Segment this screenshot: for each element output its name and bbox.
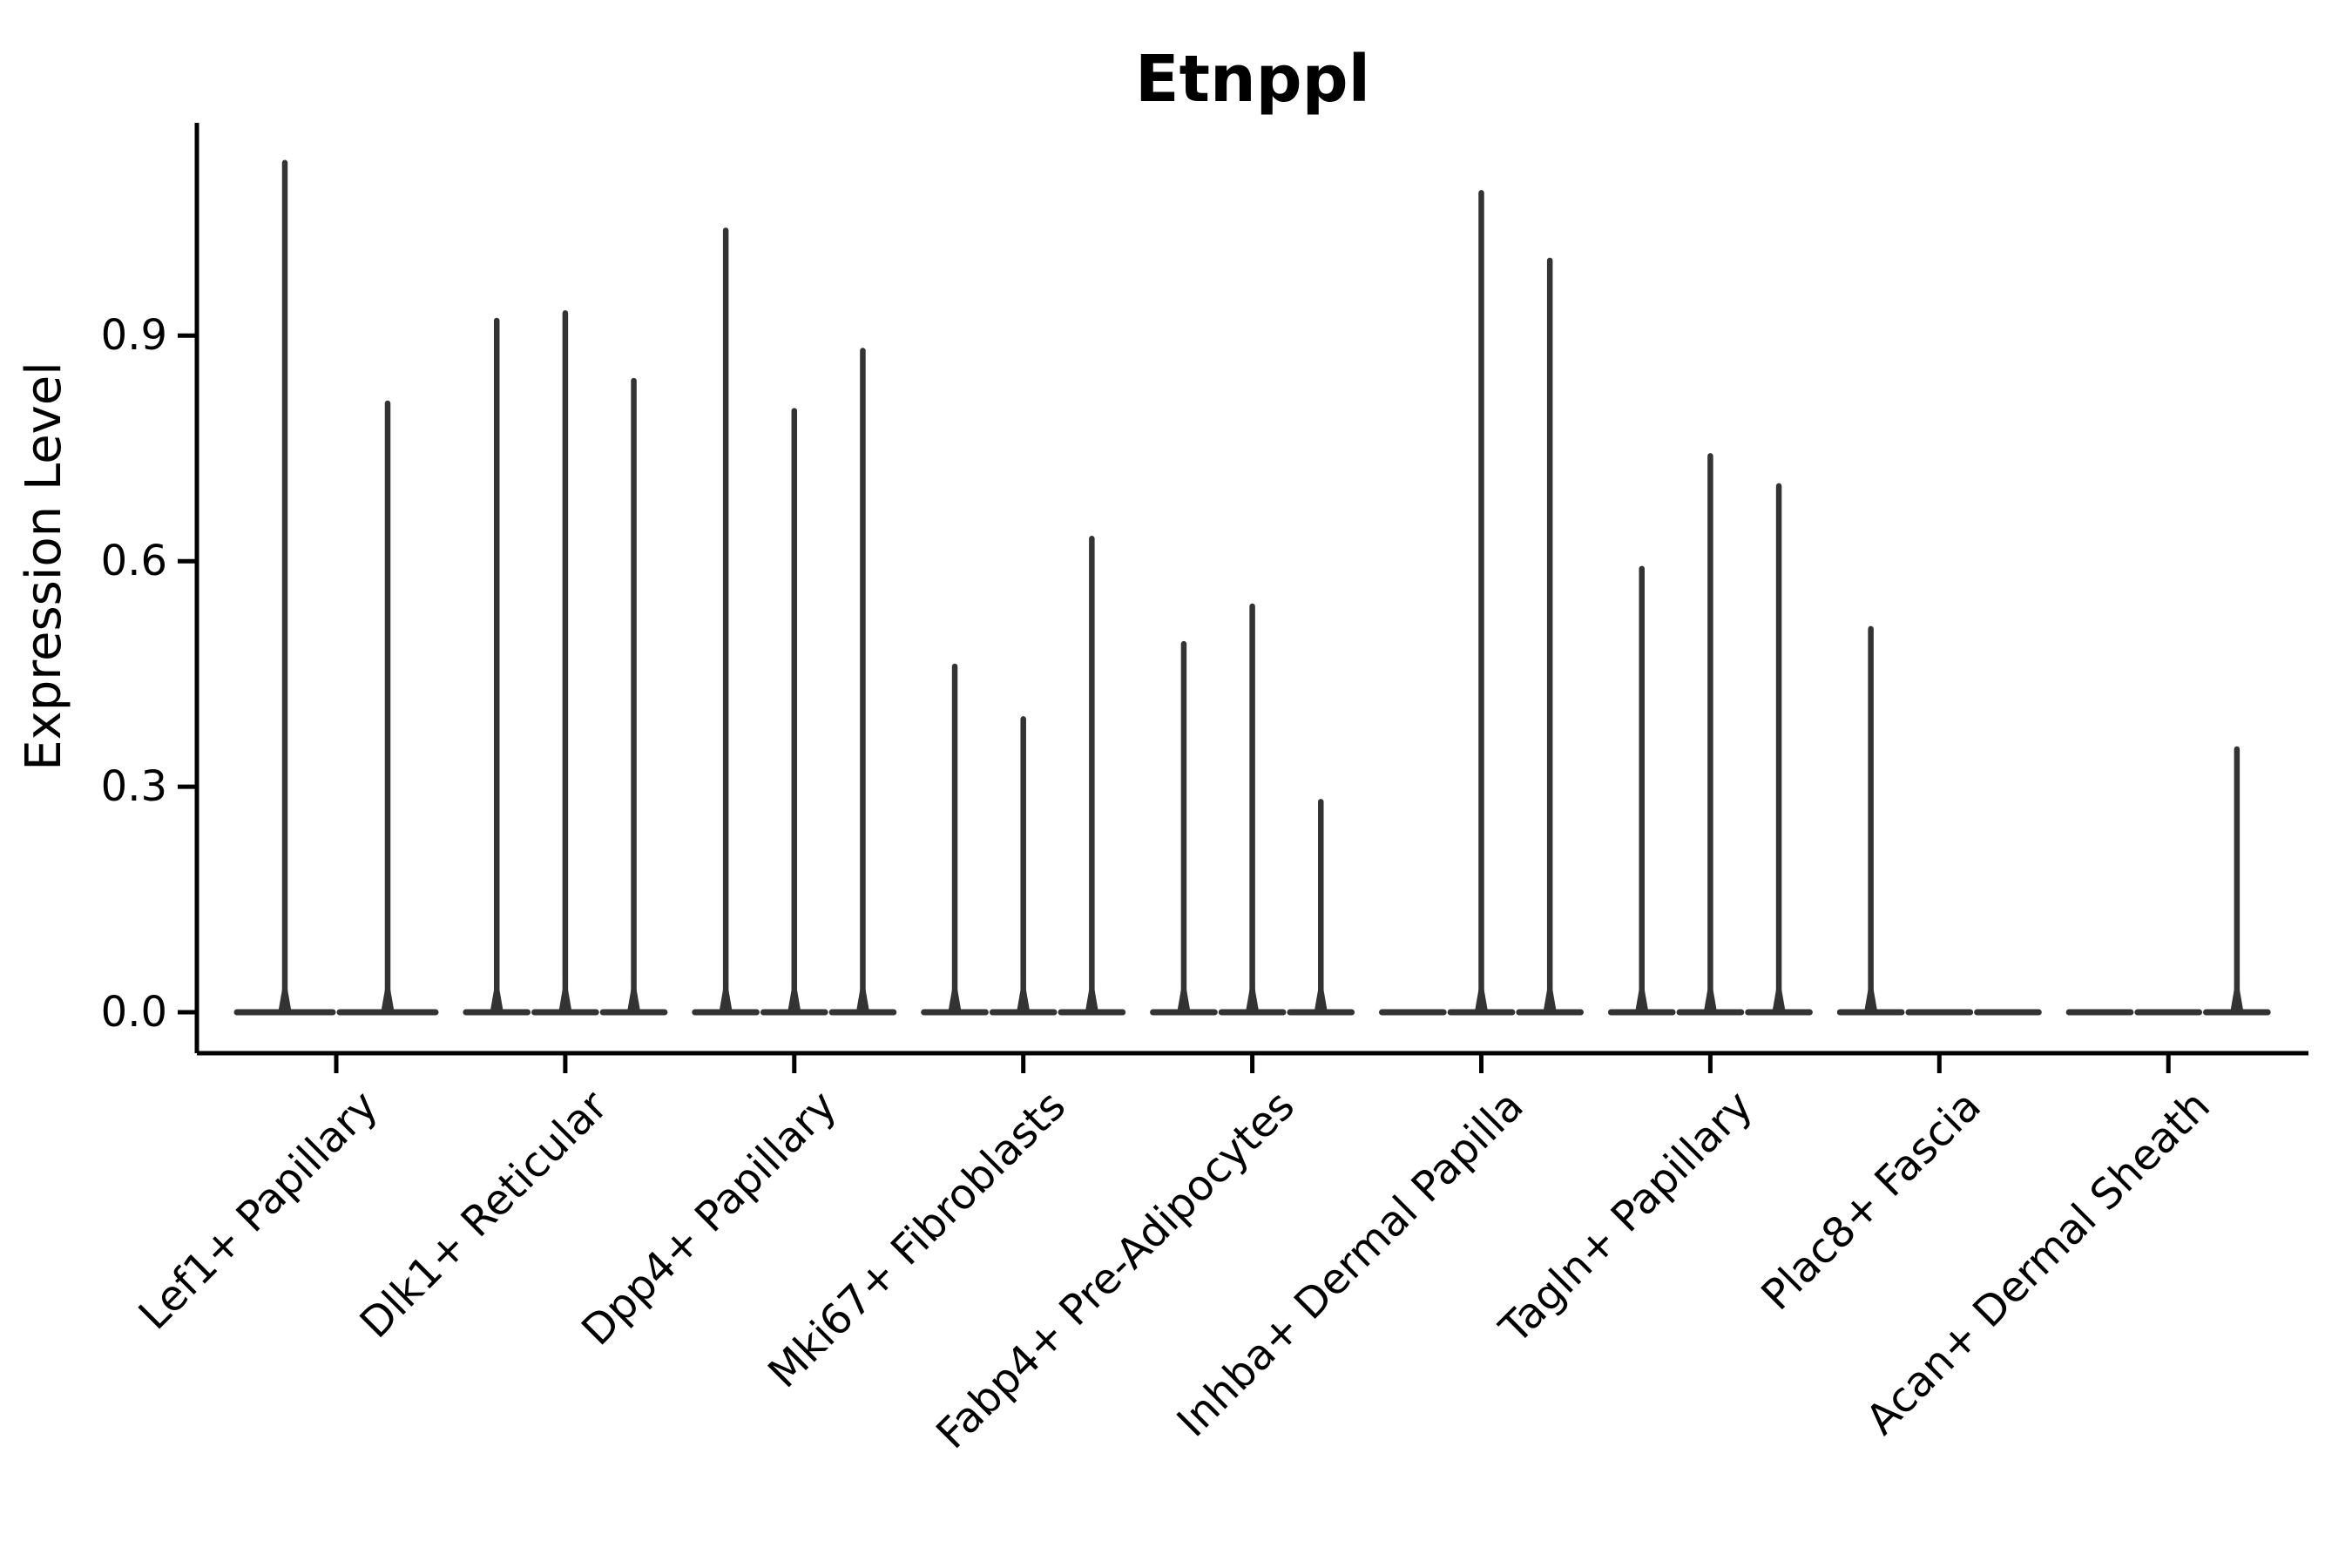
violin-foot: [948, 974, 963, 1014]
violin-foot: [1772, 974, 1787, 1014]
violin-foot: [1543, 974, 1558, 1014]
violin-foot: [2229, 974, 2244, 1014]
violin-foot: [1176, 974, 1191, 1014]
violin-foot: [558, 974, 572, 1014]
violin-foot: [1634, 974, 1649, 1014]
chart-title: Etnppl: [1135, 42, 1370, 117]
violin-foot: [1016, 974, 1031, 1014]
violin-foot: [1245, 974, 1260, 1014]
y-tick-label: 0.3: [100, 762, 167, 812]
violin-foot: [719, 974, 733, 1014]
y-tick-label: 0.9: [100, 311, 167, 361]
violin-foot: [1314, 974, 1328, 1014]
violin-foot: [490, 974, 504, 1014]
violin-foot: [855, 974, 870, 1014]
violin-foot: [1703, 974, 1718, 1014]
violin-foot: [787, 974, 801, 1014]
y-tick-label: 0.0: [100, 988, 167, 1037]
violin-foot: [1474, 974, 1489, 1014]
violin-foot: [381, 974, 395, 1014]
violin-foot: [278, 974, 292, 1014]
violin-foot: [1085, 974, 1099, 1014]
violin-foot: [626, 974, 641, 1014]
violin-foot: [1863, 974, 1878, 1014]
y-tick-label: 0.6: [100, 537, 167, 586]
